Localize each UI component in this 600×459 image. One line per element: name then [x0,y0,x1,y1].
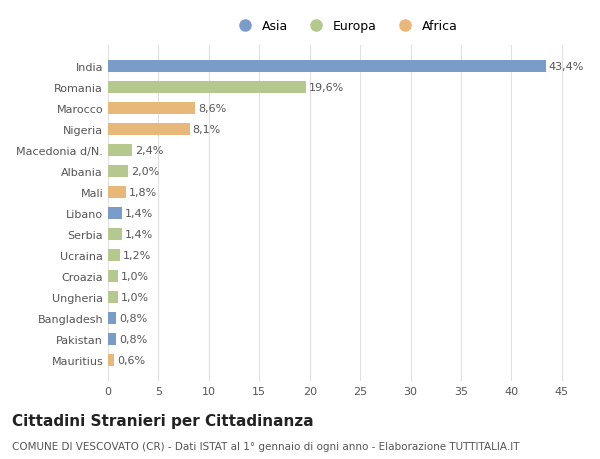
Text: 0,8%: 0,8% [119,334,148,344]
Text: 1,0%: 1,0% [121,271,149,281]
Legend: Asia, Europa, Africa: Asia, Europa, Africa [227,15,463,38]
Text: 0,8%: 0,8% [119,313,148,323]
Text: 8,1%: 8,1% [193,125,221,134]
Bar [108,207,122,219]
Text: 43,4%: 43,4% [549,62,584,72]
Text: 19,6%: 19,6% [308,83,344,93]
Text: 1,8%: 1,8% [129,188,157,197]
Bar [108,229,122,240]
Text: 0,6%: 0,6% [117,355,145,365]
Bar [108,61,545,73]
Text: 1,4%: 1,4% [125,208,154,218]
Text: 1,2%: 1,2% [123,250,151,260]
Bar [108,166,128,177]
Text: 1,4%: 1,4% [125,230,154,239]
Bar [108,145,132,157]
Bar [108,124,190,135]
Text: 1,0%: 1,0% [121,292,149,302]
Text: Cittadini Stranieri per Cittadinanza: Cittadini Stranieri per Cittadinanza [12,413,314,428]
Bar [108,187,126,198]
Bar [108,250,120,261]
Bar [108,354,114,366]
Bar [108,82,305,94]
Bar [108,270,118,282]
Bar [108,291,118,303]
Text: 2,0%: 2,0% [131,167,160,177]
Bar [108,313,116,324]
Text: COMUNE DI VESCOVATO (CR) - Dati ISTAT al 1° gennaio di ogni anno - Elaborazione : COMUNE DI VESCOVATO (CR) - Dati ISTAT al… [12,441,520,451]
Bar [108,333,116,345]
Text: 2,4%: 2,4% [135,146,164,156]
Text: 8,6%: 8,6% [198,104,226,114]
Bar [108,103,195,114]
